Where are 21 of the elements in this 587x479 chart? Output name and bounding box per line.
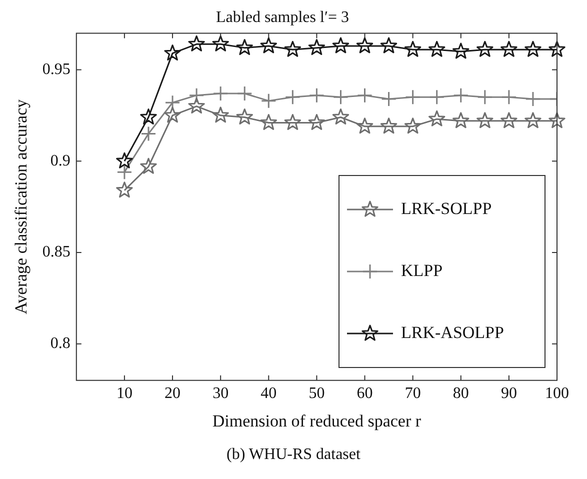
y-tick-label: 0.95 — [42, 60, 70, 78]
legend-label: LRK-ASOLPP — [401, 323, 504, 342]
x-tick-label: 40 — [260, 385, 277, 402]
y-tick-label: 0.9 — [50, 152, 70, 170]
x-tick-label: 80 — [452, 385, 469, 402]
x-tick-label: 20 — [164, 385, 181, 402]
x-tick-label: 70 — [404, 385, 421, 402]
legend-label: KLPP — [401, 261, 443, 280]
x-tick-label: 50 — [308, 385, 325, 402]
x-tick-label: 10 — [116, 385, 132, 402]
x-tick-label: 100 — [545, 385, 569, 402]
chart-title: Labled samples l′= 3 — [216, 8, 349, 26]
x-tick-label: 90 — [500, 385, 517, 402]
text: (b) WHU-RS dataset — [226, 446, 362, 464]
legend-label: LRK-SOLPP — [401, 199, 492, 218]
x-tick-label: 30 — [212, 385, 229, 402]
y-axis-title: Average classification accuracy — [12, 98, 31, 314]
y-tick-label: 0.85 — [42, 244, 70, 261]
y-tick-label: 0.8 — [50, 335, 70, 352]
x-axis-title: Dimension of reduced spacer r — [212, 411, 422, 430]
x-tick-label: 60 — [356, 385, 373, 402]
